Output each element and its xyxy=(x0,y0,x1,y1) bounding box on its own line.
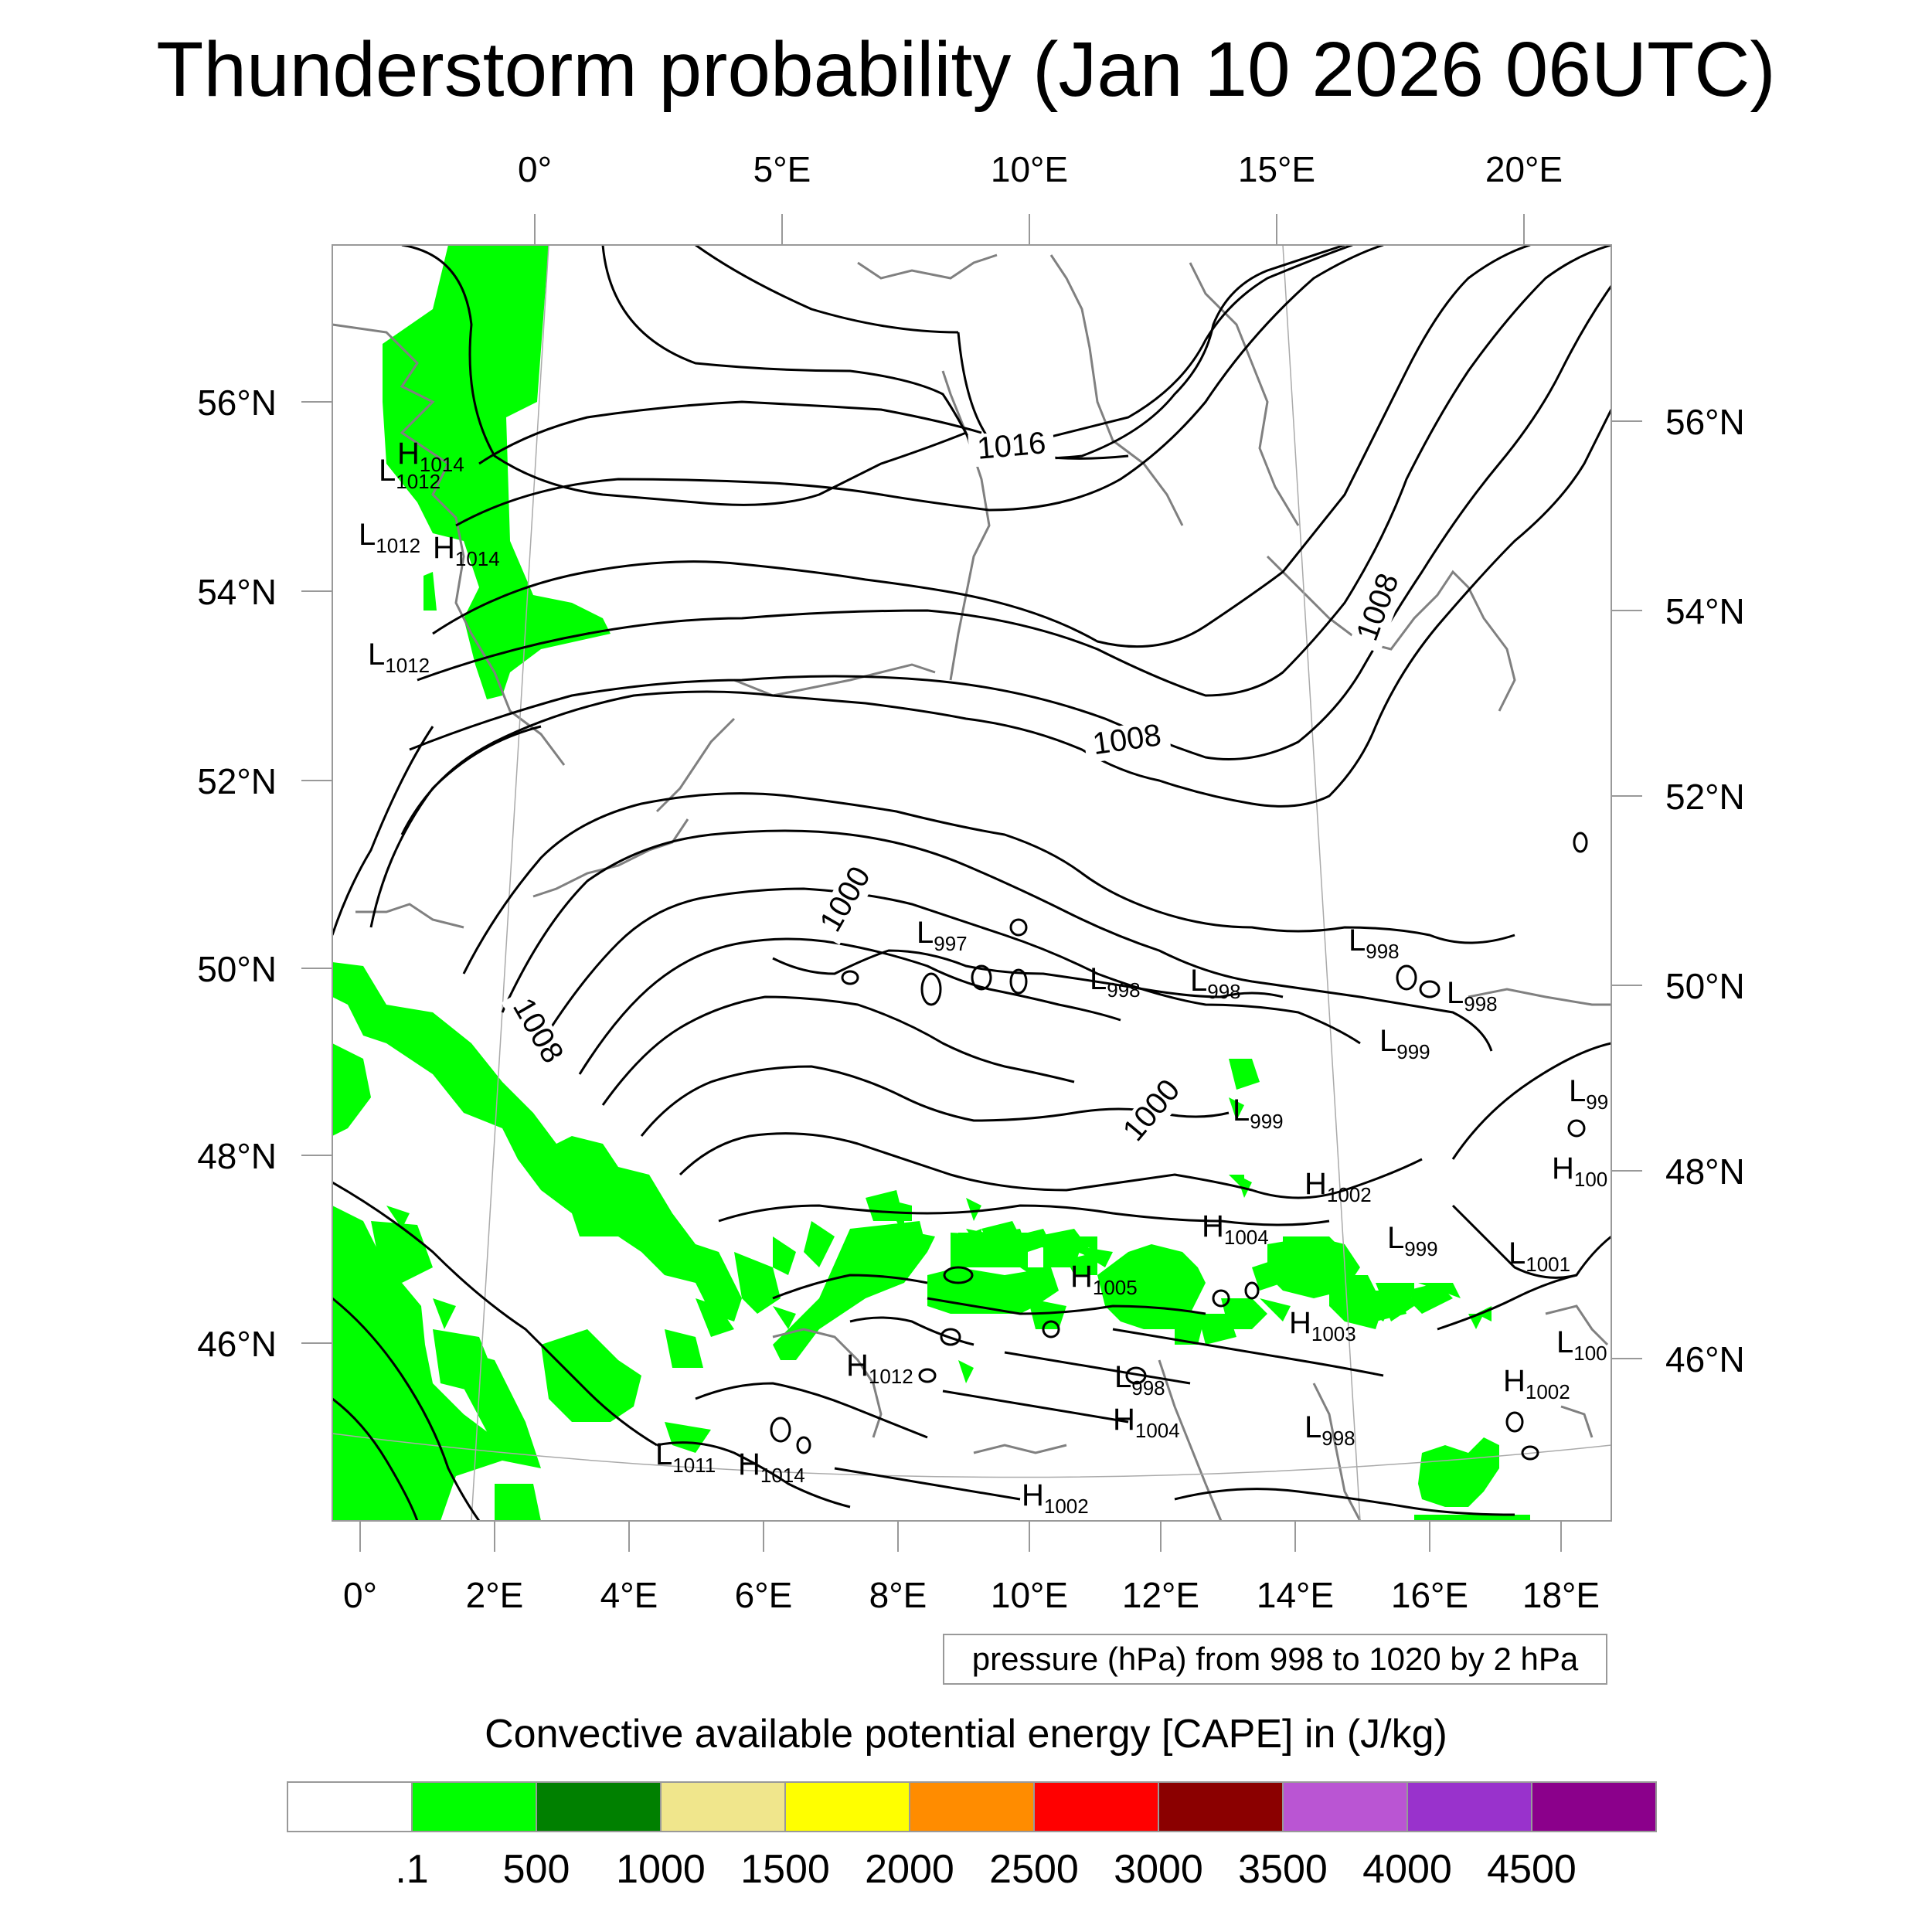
pressure-center: H1012 xyxy=(846,1349,913,1388)
isobar-label: 1000 xyxy=(813,861,877,937)
pressure-center: H100 xyxy=(1552,1151,1607,1191)
right-lat-label: 48°N xyxy=(1665,1151,1745,1192)
colorbar-swatch xyxy=(909,1781,1035,1832)
pressure-center: L1001 xyxy=(1509,1236,1570,1276)
bottom-lon-label: 10°E xyxy=(991,1575,1068,1615)
colorbar-tick-label: 1000 xyxy=(616,1847,706,1892)
pressure-center: L999 xyxy=(1387,1221,1438,1260)
right-lat-label: 52°N xyxy=(1665,777,1745,817)
pressure-center: L998 xyxy=(1114,1360,1165,1400)
bottom-lon-labels: 0° 2°E 4°E 6°E 8°E 10°E 12°E 14°E 16°E 1… xyxy=(343,1575,1600,1615)
colorbar-swatch xyxy=(660,1781,786,1832)
pressure-center: L1012 xyxy=(359,518,420,557)
left-lat-label: 56°N xyxy=(197,383,277,423)
colorbar-tick-label: 3500 xyxy=(1238,1847,1328,1892)
pressure-center: L999 xyxy=(1379,1024,1430,1063)
pressure-center: L1011 xyxy=(655,1437,716,1477)
tick-marks xyxy=(301,214,1642,1552)
isobar-label: 1016 xyxy=(976,426,1047,466)
left-lat-label: 48°N xyxy=(197,1136,277,1176)
pressure-center: L998 xyxy=(1447,976,1498,1015)
pressure-center: L99 xyxy=(1569,1074,1608,1114)
top-lon-label: 10°E xyxy=(991,149,1068,189)
pressure-center: L1012 xyxy=(368,638,430,677)
map-frame xyxy=(332,244,1612,1522)
left-lat-labels: 56°N 54°N 52°N 50°N 48°N 46°N xyxy=(197,383,277,1364)
left-lat-label: 54°N xyxy=(197,572,277,612)
pressure-center: H1014 xyxy=(738,1447,805,1487)
bottom-lon-label: 0° xyxy=(343,1575,377,1615)
colorbar-swatch xyxy=(411,1781,537,1832)
pressure-center: L998 xyxy=(1349,923,1400,963)
pressure-info-box: pressure (hPa) from 998 to 1020 by 2 hPa xyxy=(943,1634,1607,1685)
left-lat-label: 50°N xyxy=(197,949,277,989)
pressure-center: H1004 xyxy=(1202,1209,1269,1249)
bottom-lon-label: 18°E xyxy=(1522,1575,1600,1615)
colorbar-tick-label: 2000 xyxy=(865,1847,954,1892)
bottom-lon-label: 14°E xyxy=(1257,1575,1334,1615)
isobar-label: 1008 xyxy=(506,992,570,1069)
colorbar-swatch xyxy=(1406,1781,1532,1832)
top-lon-labels: 0° 5°E 10°E 15°E 20°E xyxy=(518,149,1563,189)
pressure-center: L100 xyxy=(1556,1325,1607,1365)
right-lat-label: 54°N xyxy=(1665,591,1745,631)
pressure-center: L999 xyxy=(1233,1094,1284,1133)
bottom-lon-label: 6°E xyxy=(735,1575,793,1615)
top-lon-label: 5°E xyxy=(753,149,811,189)
pressure-center: H1002 xyxy=(1503,1364,1570,1403)
bottom-lon-label: 4°E xyxy=(600,1575,658,1615)
bottom-lon-label: 12°E xyxy=(1122,1575,1199,1615)
right-lat-label: 56°N xyxy=(1665,402,1745,442)
colorbar-tick-label: 500 xyxy=(503,1847,570,1892)
bottom-lon-label: 2°E xyxy=(466,1575,524,1615)
colorbar-tick-label: 4000 xyxy=(1362,1847,1452,1892)
right-lat-label: 46°N xyxy=(1665,1339,1745,1379)
pressure-center: H1014 xyxy=(433,531,500,570)
left-lat-label: 46°N xyxy=(197,1324,277,1364)
pressure-center: H1002 xyxy=(1022,1478,1089,1518)
isobar-labels: 1016 1008 1008 1008 1000 1000 xyxy=(501,426,1410,1155)
pressure-center: L998 xyxy=(1304,1410,1355,1450)
map-title: Thunderstorm probability (Jan 10 2026 06… xyxy=(156,26,1776,113)
colorbar-swatch xyxy=(1531,1781,1657,1832)
pressure-center: H1005 xyxy=(1070,1260,1138,1299)
bottom-lon-label: 8°E xyxy=(869,1575,927,1615)
map-area xyxy=(332,245,1611,1521)
colorbar-swatch xyxy=(1033,1781,1159,1832)
top-lon-label: 15°E xyxy=(1238,149,1315,189)
colorbar-title: Convective available potential energy [C… xyxy=(485,1712,1447,1757)
colorbar-swatch xyxy=(287,1781,413,1832)
right-lat-labels: 56°N 54°N 52°N 50°N 48°N 46°N xyxy=(1665,402,1745,1379)
colorbar-tick-label: .1 xyxy=(395,1847,428,1892)
colorbar xyxy=(287,1781,1657,1832)
colorbar-swatch xyxy=(536,1781,662,1832)
pressure-center: L997 xyxy=(917,916,968,955)
pressure-center: H1002 xyxy=(1304,1167,1372,1206)
bottom-lon-label: 16°E xyxy=(1391,1575,1468,1615)
pressure-center: H1014 xyxy=(397,437,464,476)
top-lon-label: 0° xyxy=(518,149,552,189)
colorbar-swatch xyxy=(1282,1781,1408,1832)
colorbar-tick-label: 3000 xyxy=(1114,1847,1203,1892)
isobar-label: 1008 xyxy=(1090,718,1163,761)
colorbar-labels: .1 500 1000 1500 2000 2500 3000 3500 4000 4500 xyxy=(395,1847,1577,1892)
pressure-center: H1003 xyxy=(1289,1306,1356,1345)
colorbar-tick-label: 1500 xyxy=(740,1847,830,1892)
colorbar-swatch xyxy=(1158,1781,1284,1832)
right-lat-label: 50°N xyxy=(1665,966,1745,1006)
pressure-center: L1012 xyxy=(379,454,440,493)
graticule xyxy=(332,245,1611,1521)
colorbar-swatch xyxy=(784,1781,910,1832)
pressure-center: H1004 xyxy=(1113,1403,1180,1442)
pressure-center: L998 xyxy=(1090,962,1141,1002)
coastlines xyxy=(332,253,1611,1521)
colorbar-tick-label: 4500 xyxy=(1487,1847,1577,1892)
isobars xyxy=(332,245,1611,1521)
pressure-centers: H1014 L1012 L1012 H1014 L1012 L997 L998 … xyxy=(359,437,1608,1518)
pressure-center: L998 xyxy=(1190,964,1241,1003)
colorbar-tick-label: 2500 xyxy=(989,1847,1079,1892)
top-lon-label: 20°E xyxy=(1485,149,1563,189)
left-lat-label: 52°N xyxy=(197,761,277,801)
